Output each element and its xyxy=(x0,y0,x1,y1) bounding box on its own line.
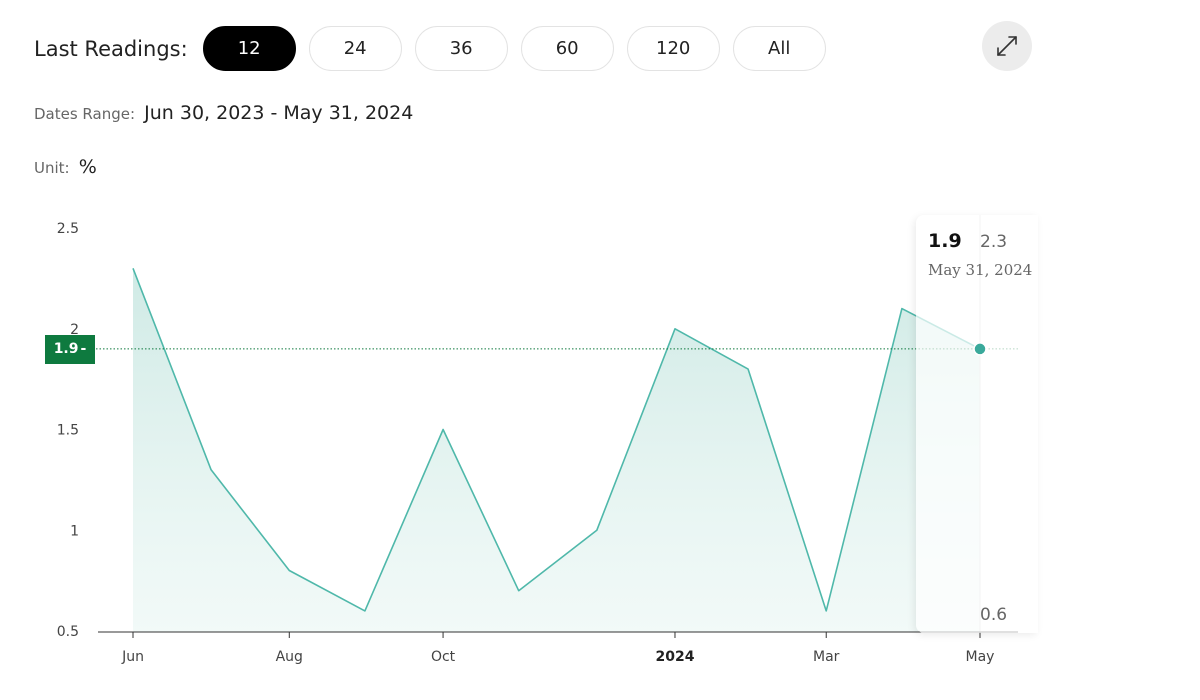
tooltip-value: 1.9 xyxy=(928,230,962,252)
current-value-badge: 1.9- xyxy=(45,334,95,364)
readings-selector: Last Readings: 12 24 36 60 120 All xyxy=(34,26,826,71)
dates-range: Dates Range: Jun 30, 2023 - May 31, 2024 xyxy=(34,102,413,124)
range-button-60[interactable]: 60 xyxy=(520,26,614,71)
y-tick-label: 0.5 xyxy=(57,624,79,640)
range-button-120[interactable]: 120 xyxy=(626,26,720,71)
x-axis: Jun Aug Oct 2024 Mar May xyxy=(121,632,994,665)
expand-button[interactable] xyxy=(982,21,1032,71)
current-value-badge-dash: - xyxy=(80,341,87,358)
readings-label: Last Readings: xyxy=(34,36,188,61)
unit-value: % xyxy=(78,156,97,178)
range-button-36[interactable]: 36 xyxy=(414,26,508,71)
y-tick-label: 2 xyxy=(70,322,79,338)
y-tick-label: 1.5 xyxy=(57,423,79,439)
dates-range-value: Jun 30, 2023 - May 31, 2024 xyxy=(144,102,414,124)
unit-label: Unit: xyxy=(34,159,70,177)
dates-range-label: Dates Range: xyxy=(34,105,136,123)
unit: Unit: % xyxy=(34,156,97,178)
area-fill xyxy=(133,268,980,632)
tooltip-min-label: 0.6 xyxy=(980,605,1008,625)
x-tick-label: Mar xyxy=(813,649,840,665)
range-button-all[interactable]: All xyxy=(732,26,826,71)
tooltip-max-label: 2.3 xyxy=(980,232,1008,252)
expand-arrows-icon xyxy=(997,36,1017,56)
x-tick-label: Aug xyxy=(276,649,303,665)
series-line xyxy=(132,268,981,612)
y-tick-label: 1 xyxy=(70,523,79,539)
x-tick-label: Oct xyxy=(431,649,456,665)
x-tick-label: Jun xyxy=(121,649,144,665)
y-tick-label: 2.5 xyxy=(57,221,79,237)
range-button-24[interactable]: 24 xyxy=(308,26,402,71)
y-axis: 0.5 1 1.5 2 2.5 xyxy=(57,221,79,640)
current-value-badge-text: 1.9 xyxy=(53,341,79,358)
x-tick-label: 2024 xyxy=(655,649,694,665)
x-tick-label: May xyxy=(966,649,995,665)
tooltip-date: May 31, 2024 xyxy=(928,261,1033,279)
range-button-12[interactable]: 12 xyxy=(202,26,296,71)
